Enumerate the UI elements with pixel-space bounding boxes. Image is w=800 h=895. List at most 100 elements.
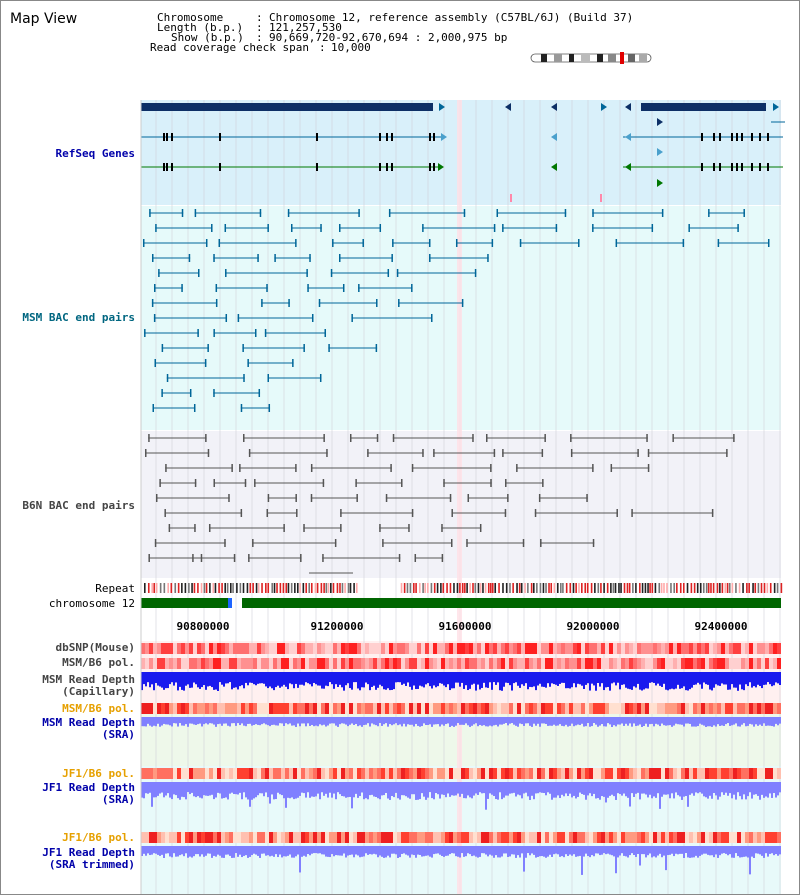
depth-bar [177, 717, 179, 727]
depth-bar [389, 846, 391, 858]
depth-bar [161, 672, 163, 688]
gene-arrow [441, 133, 447, 141]
b6n-bac-pairs-track[interactable] [145, 434, 735, 574]
depth-bar [561, 717, 563, 726]
msm-bac-pairs-track[interactable] [142, 209, 770, 412]
heat-cell [597, 832, 601, 843]
depth-bar [143, 846, 145, 854]
depth-bar [371, 717, 373, 724]
repeat-element [666, 583, 668, 593]
heat-cell [525, 832, 529, 843]
bac-end [422, 224, 424, 232]
heat-cell [749, 643, 753, 654]
chromosome-bar[interactable] [141, 598, 781, 608]
chromosome-ideogram-icon[interactable] [530, 52, 652, 64]
depth-bar [287, 717, 289, 725]
bac-end [267, 224, 269, 232]
heat-cell [593, 703, 597, 714]
depth-bar [653, 846, 655, 857]
depth-bar [499, 846, 501, 858]
depth-bar [581, 782, 583, 795]
gene-exon [759, 163, 761, 171]
depth-bar [151, 846, 153, 855]
repeat-element [459, 583, 461, 593]
heat-cell [369, 768, 373, 779]
depth-bar [647, 846, 649, 856]
heat-cell [329, 768, 333, 779]
depth-bar [667, 782, 669, 795]
gene-arrow [439, 103, 445, 111]
heat-cell [641, 768, 645, 779]
repeat-element [449, 583, 452, 593]
heat-cell [233, 768, 237, 779]
heat-cell [373, 643, 377, 654]
depth-bar [423, 782, 425, 797]
depth-bar [185, 717, 187, 725]
depth-bar [463, 846, 465, 857]
depth-bar [537, 782, 539, 794]
depth-bar [325, 717, 327, 727]
depth-bar [333, 846, 335, 857]
depth-bar [261, 717, 263, 725]
heat-cell [417, 832, 421, 843]
heat-cell [761, 658, 765, 669]
heat-cell [457, 658, 461, 669]
heat-cell [417, 768, 421, 779]
depth-bar [637, 846, 639, 854]
heat-cell [209, 768, 213, 779]
b6n-bac-label: B6N BAC end pairs [22, 499, 135, 512]
heat-cell [505, 643, 509, 654]
heat-cell [617, 643, 621, 654]
bac-end [320, 224, 322, 232]
heat-cell [685, 703, 689, 714]
bac-end [208, 524, 211, 532]
heat-cell [709, 658, 713, 669]
repeat-element [424, 583, 426, 593]
heat-cell [285, 643, 289, 654]
depth-bar [345, 717, 347, 725]
depth-bar [377, 846, 379, 858]
depth-bar [329, 846, 331, 858]
heat-cell [657, 703, 661, 714]
heat-cell [629, 768, 633, 779]
depth-bar [301, 846, 303, 857]
depth-bar [671, 672, 673, 689]
heat-cell [317, 832, 321, 843]
bac-end [295, 464, 297, 472]
depth-bar [387, 846, 389, 856]
heat-cell [345, 658, 349, 669]
heat-cell [633, 768, 637, 779]
depth-bar [233, 846, 235, 858]
depth-bar [249, 846, 251, 857]
bac-end [323, 434, 325, 442]
depth-bar [503, 782, 505, 798]
heat-cell [213, 643, 217, 654]
depth-bar [391, 672, 393, 690]
depth-bar [701, 717, 703, 725]
heat-cell [713, 658, 717, 669]
repeat-element [477, 583, 480, 593]
gene-arrow [625, 163, 631, 171]
repeat-element [221, 583, 223, 593]
depth-bar [251, 782, 253, 800]
depth-bar [141, 672, 143, 691]
bac-end [433, 449, 435, 457]
depth-bar [285, 717, 287, 724]
depth-bar [761, 782, 763, 795]
depth-bar [315, 846, 317, 854]
refseq-genes-track[interactable] [141, 103, 785, 202]
depth-bar [367, 782, 369, 800]
depth-bar [329, 672, 331, 683]
heat-cell [277, 658, 281, 669]
depth-bar [425, 717, 427, 725]
repeat-element [610, 583, 612, 593]
heat-cell [425, 643, 429, 654]
heat-cell [769, 703, 773, 714]
heat-cell [189, 703, 193, 714]
depth-bar [215, 782, 217, 798]
depth-bar [531, 717, 533, 727]
bac-end [487, 254, 489, 262]
depth-bar [425, 846, 427, 856]
depth-bar [761, 672, 763, 689]
